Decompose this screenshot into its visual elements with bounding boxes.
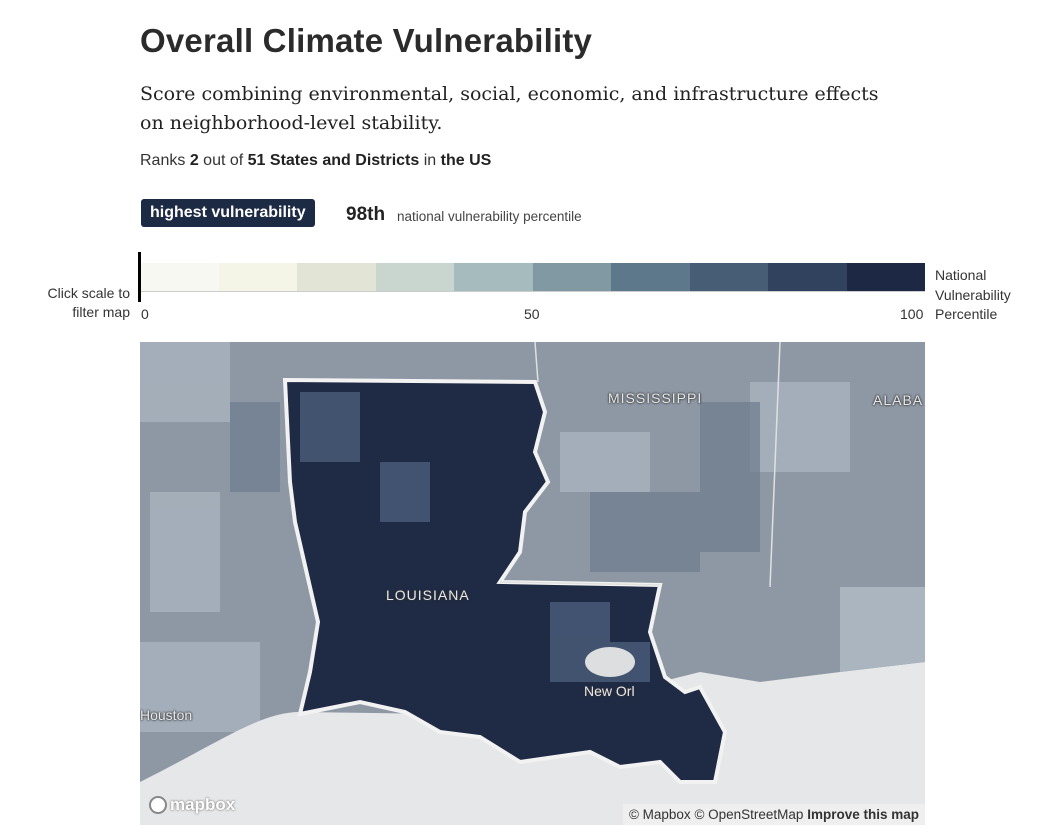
attribution-osm[interactable]: © OpenStreetMap: [694, 807, 804, 822]
mapbox-logo[interactable]: mapbox: [149, 795, 235, 815]
scale-marker: [138, 252, 141, 302]
scale-bin-0[interactable]: [140, 263, 219, 291]
tick-0: 0: [141, 306, 149, 322]
scale-bin-3[interactable]: [375, 263, 454, 291]
scale-bin-5[interactable]: [532, 263, 611, 291]
map-canvas: [140, 342, 925, 825]
scale-bin-4[interactable]: [454, 263, 533, 291]
improve-map-link[interactable]: Improve this map: [807, 807, 919, 822]
label-alabama: ALABA: [873, 392, 924, 408]
scale-hint: Click scale to filter map: [47, 285, 130, 320]
map-attribution: © Mapbox © OpenStreetMap Improve this ma…: [622, 804, 925, 825]
scale-bin-7[interactable]: [689, 263, 768, 291]
label-houston: Houston: [140, 707, 193, 723]
scale-bin-2[interactable]: [297, 263, 376, 291]
percentile-scale[interactable]: [140, 263, 925, 292]
scale-bin-6[interactable]: [611, 263, 690, 291]
page-title: Overall Climate Vulnerability: [140, 22, 593, 59]
label-new-orleans: New Orl: [584, 683, 635, 699]
percentile-value: 98th: [346, 204, 386, 225]
scale-bin-1[interactable]: [218, 263, 297, 291]
tick-50: 50: [524, 306, 540, 322]
tick-100: 100: [900, 306, 924, 322]
scale-bin-9[interactable]: [846, 263, 925, 291]
map[interactable]: MISSISSIPPI ALABA LOUISIANA New Orl Hous…: [140, 342, 925, 825]
description: Score combining environmental, social, e…: [140, 83, 879, 134]
mapbox-logo-icon: [149, 796, 167, 814]
scale-bin-8[interactable]: [768, 263, 847, 291]
label-louisiana: LOUISIANA: [386, 587, 470, 603]
attribution-mapbox[interactable]: © Mapbox: [628, 807, 691, 822]
percentile-label: national vulnerability percentile: [397, 209, 582, 224]
scale-title: National Vulnerability Percentile: [935, 267, 1011, 322]
rank-text: Ranks 2 out of 51 States and Districts i…: [140, 152, 492, 169]
vulnerability-badge: highest vulnerability: [141, 199, 315, 227]
label-mississippi: MISSISSIPPI: [608, 390, 703, 406]
